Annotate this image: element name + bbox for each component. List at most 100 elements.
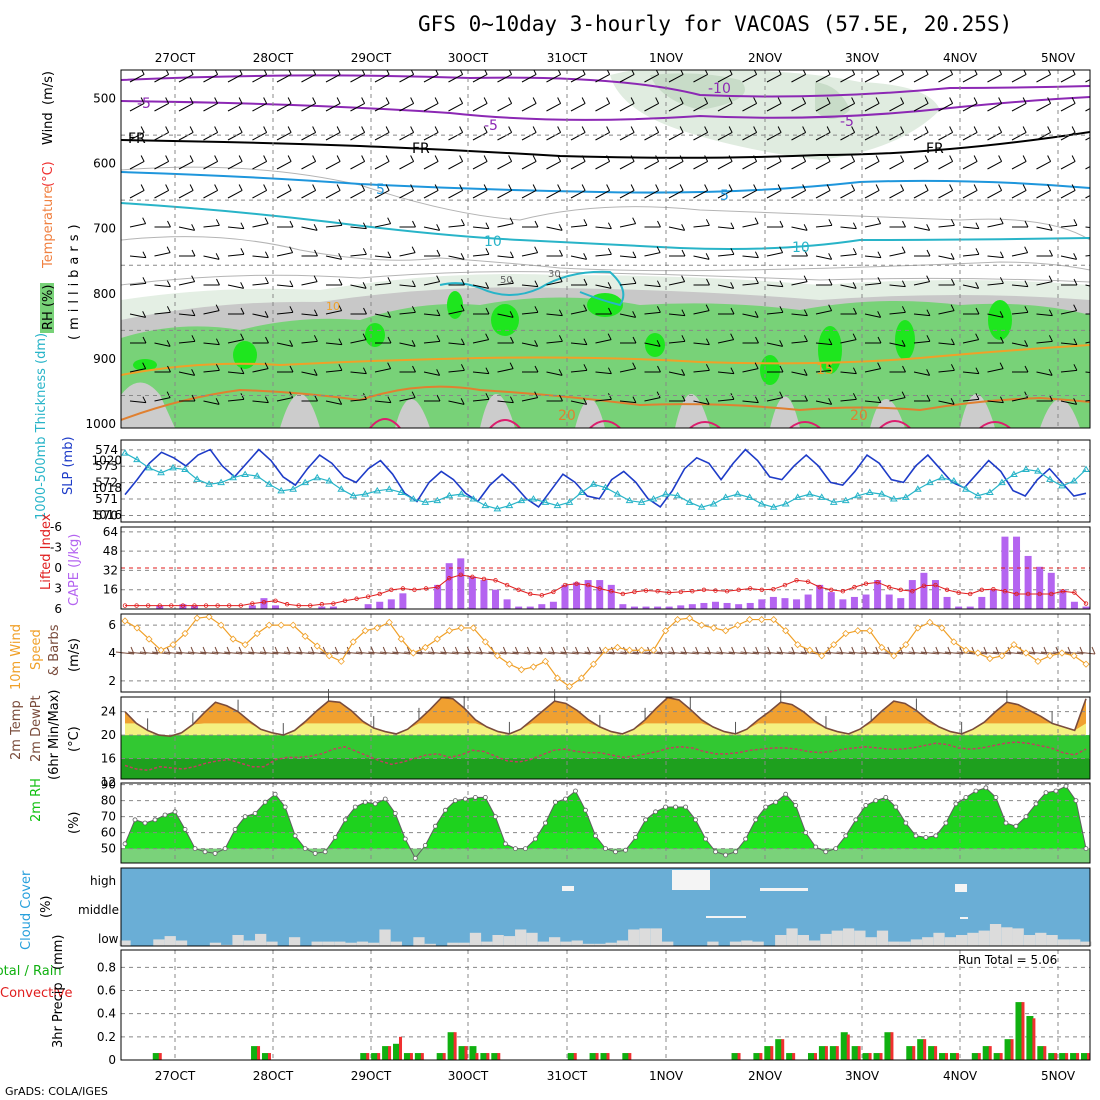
wind-barb <box>595 74 610 83</box>
rh-point <box>943 820 949 826</box>
contour-label: 15 <box>816 362 834 378</box>
wind-barb-flag <box>730 393 735 400</box>
li-point <box>921 583 927 588</box>
wind-barb <box>864 190 880 199</box>
wind-barb-flag <box>705 253 710 260</box>
wind10-point <box>974 649 982 657</box>
wind-barb-flag <box>630 155 635 162</box>
wind-barb <box>227 132 243 141</box>
wind10-point <box>373 624 381 632</box>
wind-barb-flag <box>826 184 831 191</box>
wind-barb-flag <box>338 278 343 286</box>
wind-barb-flag <box>263 126 268 133</box>
wind-barb-flag <box>950 253 955 260</box>
wind-barb <box>717 226 734 230</box>
wind10-point <box>265 621 273 629</box>
wind-barb <box>521 103 537 112</box>
wind-barb <box>423 190 439 199</box>
temp2m-label: 2m Temp <box>9 700 24 760</box>
cloud-unit-label: (%) <box>39 896 54 919</box>
wind-barb-flag <box>1097 68 1100 74</box>
wind-barb-flag <box>728 155 733 162</box>
wind-barb-flag <box>1071 97 1076 104</box>
wind-barb <box>742 223 759 228</box>
cloud-low-bar <box>413 937 425 946</box>
li-point <box>1049 591 1054 597</box>
wind-barb <box>227 253 244 257</box>
wind-barb-flag <box>1072 70 1076 75</box>
cape-bar <box>955 606 963 609</box>
wind-barb <box>399 190 414 199</box>
thickness-point <box>745 493 754 500</box>
wind-barb-flag <box>312 70 317 75</box>
chart-title: GFS 0~10day 3-hourly for VACOAS (57.5E, … <box>418 12 1012 36</box>
cape-bar <box>920 572 928 609</box>
thickness-point <box>181 465 189 473</box>
thickness-point <box>673 491 682 499</box>
cape-bar <box>642 606 650 609</box>
wind-barb-flag <box>583 253 588 260</box>
cape-bar <box>1082 606 1090 609</box>
precip-conv-bar <box>453 1032 457 1060</box>
wind-barb-flag <box>975 307 980 315</box>
cloud-low-bar <box>537 941 549 946</box>
precip-total-bar <box>1015 1002 1023 1060</box>
wind-barb <box>521 161 537 170</box>
rh-point <box>322 849 328 855</box>
wind-barb-flag <box>802 184 807 191</box>
thickness-point <box>769 503 778 510</box>
wind-barb-flag <box>1073 253 1078 260</box>
cape-bar <box>468 576 476 609</box>
precip-total-bar <box>447 1032 455 1060</box>
wind-barb-flag <box>313 275 318 282</box>
wind-barb-flag <box>387 362 392 369</box>
cloud-low-bar <box>458 942 470 946</box>
wind-barb-flag <box>950 219 955 226</box>
y-tick-label: 574 <box>95 443 118 457</box>
wind-barb-flag <box>704 126 709 133</box>
thickness-point <box>661 490 670 497</box>
wind10-point <box>493 652 501 660</box>
li-point <box>736 587 741 593</box>
wind-barb-flag <box>558 309 563 316</box>
wind10-barb <box>368 651 387 655</box>
cloud-low-bar <box>662 941 674 946</box>
wind10-point <box>734 621 742 629</box>
thickness-point <box>1010 470 1018 477</box>
cloud-low-bar <box>639 928 651 946</box>
wind-barb-flag <box>313 369 318 376</box>
wind-barb-flag <box>754 362 759 369</box>
wind-barb <box>766 311 783 315</box>
wind10-barb <box>560 651 579 655</box>
precip-conv-bar <box>409 1053 413 1060</box>
wind-barb <box>889 252 906 257</box>
thickness-point <box>986 488 994 495</box>
contour-label: FR <box>412 141 430 157</box>
wind-barb <box>374 190 390 199</box>
wind-barb <box>276 397 293 402</box>
wind-barb-flag <box>802 126 807 133</box>
temp-label: Temperature <box>41 186 56 269</box>
wind-barb-flag <box>949 155 954 162</box>
wind10-point <box>1046 652 1054 660</box>
y-tick-label: 700 <box>93 222 116 236</box>
wind-barb-flag <box>191 309 196 316</box>
thickness-point <box>541 498 550 505</box>
wind-barb-flag <box>754 396 759 403</box>
wind-barb <box>717 371 734 375</box>
wind-barb <box>1085 341 1090 344</box>
thickness-point <box>889 495 898 502</box>
rh-point <box>1033 801 1039 807</box>
wind-barb-flag <box>632 396 637 403</box>
wind10-barb <box>740 651 759 655</box>
wind-barb <box>766 284 783 288</box>
wind-barb <box>791 190 806 199</box>
rh-point <box>1023 814 1029 819</box>
rh-point <box>362 799 368 805</box>
wind-barb-flag <box>679 155 684 162</box>
cape-bar <box>816 584 824 609</box>
wind-barb-flag <box>926 335 931 342</box>
wind-barb-flag <box>1022 97 1027 104</box>
wind-barb <box>301 313 318 317</box>
wind-barb-flag <box>753 126 758 133</box>
